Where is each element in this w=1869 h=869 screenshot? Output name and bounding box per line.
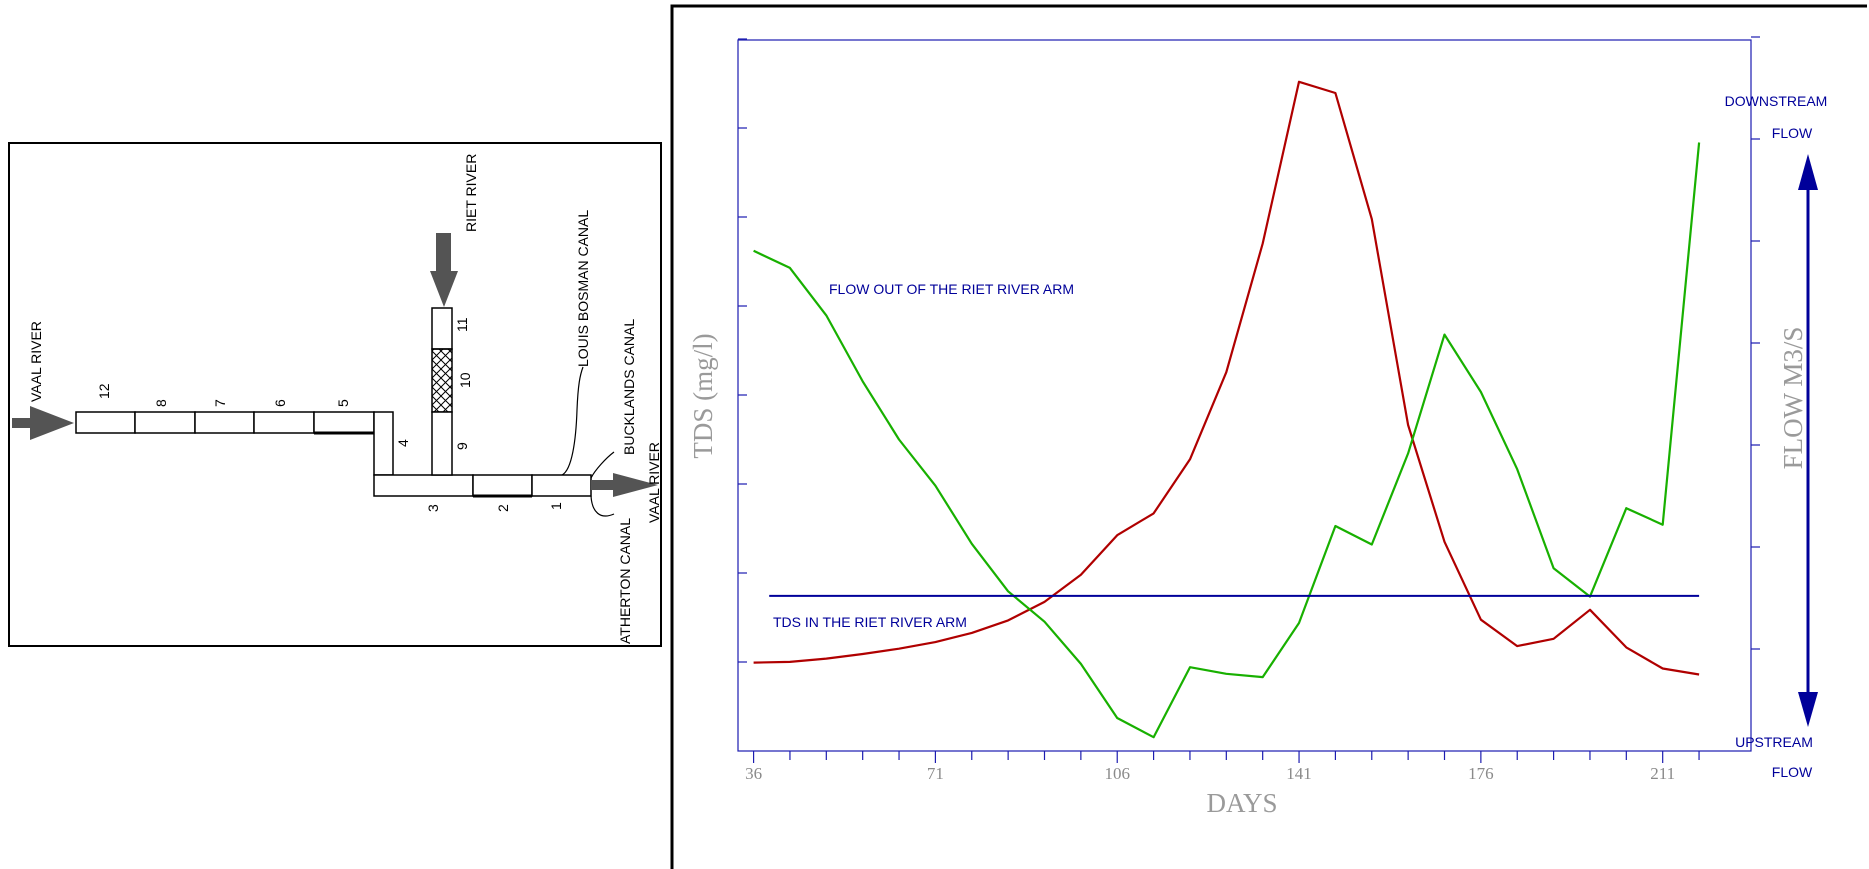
vaal-river-outflow-arrow: [591, 473, 658, 497]
segment-2: [472, 474, 533, 497]
plot-area: [737, 39, 1752, 752]
x-axis-ticks: [752, 751, 1700, 763]
chart-outer-frame: [670, 4, 1867, 869]
segment-label-11: 11: [454, 317, 470, 332]
x-tick-labels: 36 71 106 141 176 211: [745, 764, 1675, 783]
atherton-canal-label: ATHERTON CANAL: [617, 518, 633, 644]
riet-river-inflow-arrow: [430, 233, 458, 307]
flow-series-line: [753, 142, 1701, 739]
x-axis-title: DAYS: [1206, 788, 1277, 818]
arrow-down-head: [1798, 692, 1818, 727]
segment-12: [75, 411, 136, 434]
diagram-frame: [8, 142, 662, 647]
segment-label-3: 3: [425, 504, 441, 512]
segment-6: [253, 411, 315, 434]
x-tick-label: 71: [927, 764, 944, 783]
x-tick-label: 141: [1286, 764, 1312, 783]
upstream-label: UPSTREAM: [1735, 734, 1813, 750]
segment-label-2: 2: [495, 504, 511, 512]
segment-label-7: 7: [212, 399, 228, 407]
segment-1: [531, 474, 592, 497]
left-y-ticks: [738, 38, 747, 663]
segment-10: [431, 348, 453, 413]
segment-9: [431, 411, 453, 476]
x-tick-label: 106: [1104, 764, 1130, 783]
segment-5: [313, 411, 375, 434]
segment-label-12: 12: [96, 383, 112, 399]
segment-label-6: 6: [272, 399, 288, 407]
x-tick-label: 176: [1468, 764, 1494, 783]
segment-label-5: 5: [335, 399, 351, 407]
segment-label-1: 1: [548, 502, 564, 510]
river-network-diagram: VAAL RIVER RIET RIVER VAAL RIVER: [8, 142, 662, 647]
x-tick-label: 36: [745, 764, 762, 783]
segment-11: [431, 307, 453, 350]
tds-in-annotation: TDS IN THE RIET RIVER ARM: [773, 614, 967, 630]
upstream-flow-label: FLOW: [1772, 764, 1813, 780]
flow-direction-arrow: [1798, 154, 1818, 727]
segment-4: [373, 411, 394, 476]
louis-bosman-canal-label: LOUIS BOSMAN CANAL: [575, 210, 591, 367]
segment-7: [194, 411, 255, 434]
arrow-up-head: [1798, 154, 1818, 190]
segment-label-8: 8: [153, 399, 169, 407]
vaal-river-inflow-arrow: [12, 406, 74, 440]
tds-flow-chart: 36 71 106 141 176 211 DAYS TDS (mg/l) FLOW M3…: [670, 4, 1867, 869]
downstream-label: DOWNSTREAM: [1725, 93, 1828, 109]
left-y-axis-title: TDS (mg/l): [688, 333, 718, 458]
bucklands-canal-label: BUCKLANDS CANAL: [621, 319, 637, 455]
x-tick-label: 211: [1650, 764, 1675, 783]
flow-out-annotation: FLOW OUT OF THE RIET RIVER ARM: [829, 281, 1074, 297]
series-layer: [753, 80, 1701, 739]
riet-river-label: RIET RIVER: [463, 154, 479, 232]
downstream-flow-label: FLOW: [1772, 125, 1813, 141]
right-y-axis-title: FLOW M3/S: [1778, 327, 1808, 470]
bucklands-leader: [590, 451, 615, 479]
right-y-ticks: [1751, 36, 1760, 650]
segment-label-4: 4: [395, 439, 411, 447]
louis-bosman-leader: [561, 366, 584, 476]
vaal-river-inflow-label: VAAL RIVER: [28, 321, 44, 402]
segment-8: [134, 411, 196, 434]
vaal-river-outflow-label: VAAL RIVER: [646, 442, 662, 523]
tds-series-line: [753, 80, 1700, 676]
segment-3: [373, 474, 474, 497]
segment-label-10: 10: [457, 372, 473, 388]
segment-label-9: 9: [454, 442, 470, 450]
atherton-leader: [590, 495, 615, 517]
